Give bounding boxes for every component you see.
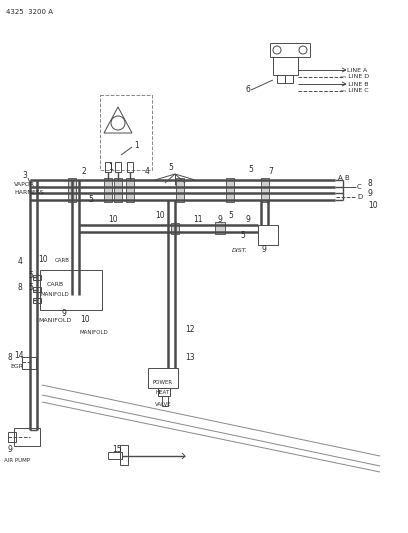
Text: 5: 5	[28, 271, 33, 279]
Text: 10: 10	[80, 316, 90, 325]
Bar	[127, 162, 133, 172]
Text: D: D	[357, 194, 362, 200]
Bar	[158, 388, 170, 396]
Text: 12: 12	[185, 326, 195, 335]
Text: 5: 5	[28, 284, 33, 293]
Bar	[126, 178, 134, 202]
Text: 4: 4	[145, 167, 150, 176]
Bar	[261, 178, 269, 202]
Text: 10: 10	[368, 200, 378, 209]
Text: 8: 8	[8, 352, 13, 361]
Bar	[40, 270, 102, 310]
Text: 4: 4	[18, 257, 23, 266]
Text: 1: 1	[108, 164, 113, 173]
Text: 9: 9	[62, 309, 67, 318]
Text: 9: 9	[262, 246, 267, 254]
Text: 2: 2	[82, 167, 87, 176]
Text: 9: 9	[218, 215, 223, 224]
Text: 7: 7	[268, 167, 273, 176]
Text: — LINE D: — LINE D	[340, 75, 369, 79]
Text: 5: 5	[240, 231, 245, 240]
Text: 14: 14	[14, 351, 24, 359]
Bar	[258, 225, 278, 245]
Text: 10: 10	[155, 211, 164, 220]
Text: 8: 8	[18, 284, 23, 293]
Bar	[162, 396, 168, 406]
Text: 9: 9	[368, 189, 373, 198]
Bar	[33, 287, 41, 292]
Text: 10: 10	[108, 215, 118, 224]
Text: HEAT: HEAT	[156, 390, 170, 394]
Text: 5: 5	[88, 196, 93, 205]
Text: EGR: EGR	[10, 365, 23, 369]
Text: CARB: CARB	[47, 282, 64, 287]
Text: DIST.: DIST.	[232, 247, 248, 253]
Text: 3: 3	[22, 171, 27, 180]
Bar	[115, 162, 121, 172]
Text: VALVE: VALVE	[155, 401, 171, 407]
Bar	[120, 445, 128, 465]
Text: 11: 11	[193, 215, 202, 224]
Text: C: C	[357, 184, 362, 190]
Text: CARB: CARB	[55, 257, 70, 262]
Text: MANIFOLD: MANIFOLD	[41, 293, 69, 297]
Bar	[277, 75, 285, 83]
Text: 1: 1	[134, 141, 139, 149]
Bar	[68, 178, 76, 202]
Text: 9: 9	[8, 446, 13, 455]
Bar	[100, 95, 152, 170]
Text: 5: 5	[168, 164, 173, 173]
Text: MANIFOLD: MANIFOLD	[38, 318, 71, 322]
Bar	[114, 178, 122, 202]
Bar	[22, 357, 36, 369]
Bar	[105, 162, 111, 172]
Bar	[14, 428, 40, 446]
Bar	[171, 223, 179, 234]
Text: B: B	[344, 175, 349, 181]
Text: 4325  3200 A: 4325 3200 A	[6, 9, 53, 15]
Text: LINE A: LINE A	[347, 68, 367, 72]
Text: AIR PUMP: AIR PUMP	[4, 457, 30, 463]
Bar	[273, 57, 298, 75]
Text: 5: 5	[248, 166, 253, 174]
Text: 6: 6	[245, 85, 250, 94]
Text: 10: 10	[38, 255, 48, 264]
Text: 5: 5	[228, 211, 233, 220]
Bar	[104, 178, 112, 202]
Bar	[8, 432, 16, 442]
Text: 8: 8	[368, 179, 373, 188]
Text: VAPOR: VAPOR	[14, 182, 35, 188]
Text: 9: 9	[245, 215, 250, 224]
Text: 15: 15	[112, 446, 122, 455]
Text: — LINE B: — LINE B	[340, 82, 368, 86]
Bar	[108, 452, 122, 459]
Bar	[176, 178, 184, 202]
Bar	[148, 368, 178, 388]
Text: POWER: POWER	[153, 381, 173, 385]
Text: 13: 13	[185, 353, 195, 362]
Text: HARNESS: HARNESS	[14, 190, 44, 195]
Text: MANIFOLD: MANIFOLD	[80, 329, 109, 335]
Bar	[285, 75, 293, 83]
Text: A: A	[338, 175, 343, 181]
Bar	[226, 178, 234, 202]
Bar	[33, 298, 41, 303]
Bar	[33, 275, 41, 280]
Text: — LINE C: — LINE C	[340, 88, 368, 93]
Bar	[215, 222, 225, 234]
